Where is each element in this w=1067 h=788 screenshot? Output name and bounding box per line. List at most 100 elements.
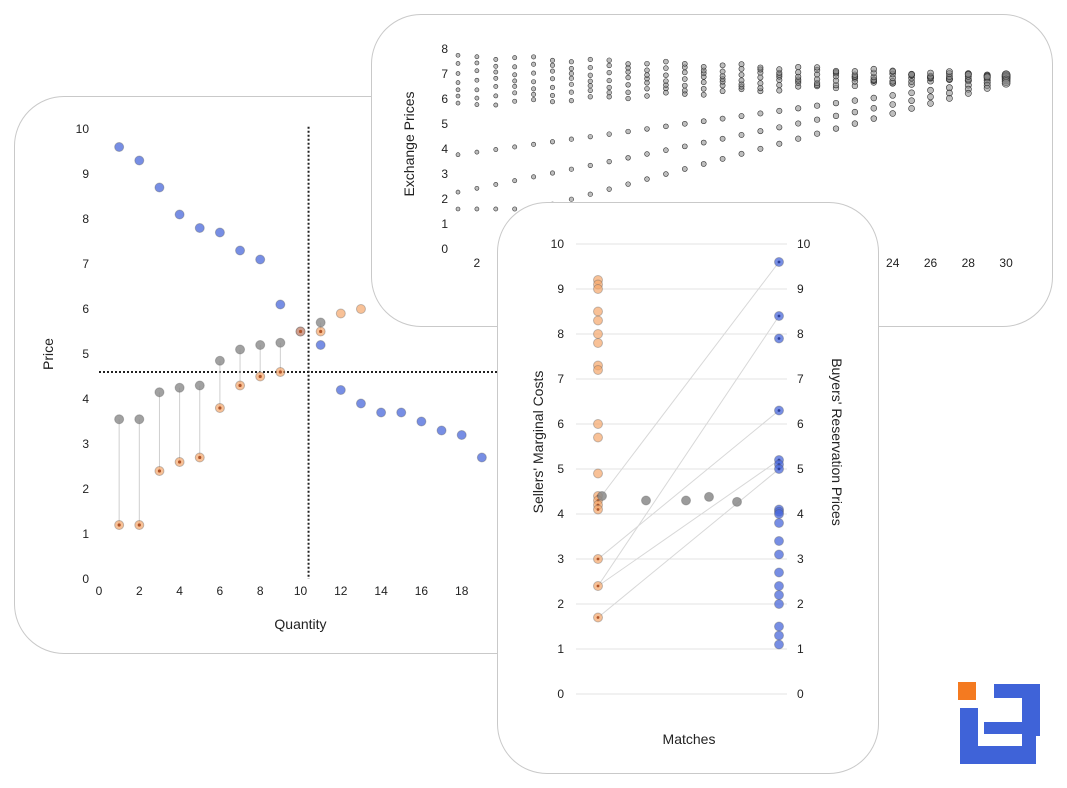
exchange-price-dot [568, 65, 574, 72]
left-tick-label: 9 [557, 282, 564, 296]
x-axis-title: Quantity [274, 616, 326, 632]
exchange-price-dot [682, 69, 688, 76]
y-tick-label: 3 [441, 167, 448, 181]
exchange-price-dot [908, 105, 915, 112]
exchange-price-dot [474, 77, 480, 83]
exchange-price-dot [795, 64, 802, 71]
exchange-price-dot [983, 84, 991, 92]
exchange-price-point [275, 337, 286, 348]
buyer-price-point [774, 549, 784, 560]
exchange-price-dot [512, 64, 518, 70]
y-tick-label: 8 [441, 42, 448, 56]
right-tick-label: 8 [797, 327, 804, 341]
logo-mark [960, 682, 1040, 764]
exchange-price-dot [644, 60, 650, 67]
x-tick-label: 6 [217, 584, 224, 598]
y-tick-label: 7 [441, 67, 448, 81]
exchange-price-dot [889, 67, 896, 75]
seller-cost-center [596, 508, 600, 511]
exchange-price-dot [889, 101, 896, 108]
x-tick-label: 30 [999, 256, 1013, 270]
exchange-price-dot [644, 176, 650, 182]
buyer-price-point [774, 567, 784, 578]
buyer-price-point [774, 518, 784, 528]
y-tick-label: 1 [82, 527, 89, 541]
exchange-price-dot [455, 152, 461, 157]
exchange-price-dot [512, 72, 518, 78]
exchange-price-dot [606, 77, 612, 84]
seller-point-center [117, 523, 121, 527]
y-tick-label: 4 [441, 142, 448, 156]
seller-cost-point [593, 329, 603, 339]
y-tick-label: 8 [82, 212, 89, 226]
exchange-price-dot [512, 206, 518, 212]
exchange-price-dot [832, 67, 840, 75]
right-tick-label: 3 [797, 552, 804, 566]
exchange-price-dot [455, 206, 461, 212]
buyer-price-point [774, 621, 784, 632]
exchange-price-point [174, 382, 185, 393]
seller-point-center [319, 329, 323, 334]
exchange-price-dot [549, 170, 556, 176]
exchange-price-dot [663, 123, 669, 130]
buyer-point [275, 299, 286, 310]
exchange-price-dot [832, 100, 840, 107]
buyer-price-point [774, 536, 784, 546]
seller-point-center [178, 460, 182, 464]
exchange-price-dot [719, 68, 726, 75]
exchange-price-dot [549, 57, 556, 63]
exchange-price-dot [738, 150, 745, 157]
left-tick-label: 1 [557, 642, 564, 656]
exchange-price-point [114, 414, 125, 425]
exchange-price-dot [625, 95, 631, 102]
exchange-price-dot [851, 120, 859, 127]
exchange-price-dot [776, 140, 783, 147]
seller-cost-point [593, 315, 603, 326]
exchange-price-dot [814, 64, 821, 71]
exchange-price-dot [776, 82, 783, 89]
exchange-price-dot [644, 72, 650, 78]
exchange-price-dot [493, 84, 499, 89]
exchange-price-dot [927, 86, 934, 94]
exchange-price-dot [568, 166, 574, 172]
buyer-price-center [777, 409, 781, 412]
exchange-price-dot [531, 54, 537, 60]
matches-chart-card: 0 0 1 1 2 2 3 3 4 4 5 5 6 6 7 7 8 8 9 9 10 10 Matches Sellers' … [497, 202, 879, 774]
exchange-price-dot [682, 87, 688, 94]
exchange-price-dot [606, 62, 612, 69]
exchange-price-dot [946, 95, 953, 102]
exchange-price-dot [644, 85, 650, 92]
exchange-price-dot [493, 75, 499, 81]
exchange-price-dot [474, 102, 480, 107]
y-tick-label: 3 [82, 437, 89, 451]
buyer-point [174, 209, 185, 220]
exchange-price-dot [644, 93, 650, 99]
seller-point-center [238, 383, 242, 388]
exchange-price-point [214, 355, 225, 366]
seller-cost-point [593, 432, 603, 443]
exchange-price-dot [795, 135, 802, 142]
exchange-price-dot [625, 89, 631, 96]
exchange-price-dot [606, 158, 612, 165]
y-axis-title: Exchange Prices [401, 91, 417, 196]
y-tick-label: 0 [441, 242, 448, 256]
y-tick-label: 6 [441, 92, 448, 106]
exchange-price-dot [625, 82, 631, 88]
exchange-price-dot [549, 92, 556, 99]
exchange-price-dot [606, 186, 612, 192]
seller-point-center [298, 329, 303, 334]
exchange-price-dot [568, 196, 574, 202]
brand-logo-icon [958, 682, 1040, 764]
left-tick-label: 7 [557, 372, 564, 386]
exchange-price-dot [493, 147, 499, 152]
match-price-point [641, 495, 651, 506]
exchange-price-dot [474, 185, 480, 191]
exchange-price-dot [757, 64, 764, 71]
exchange-price-dot [606, 131, 612, 137]
seller-point-center [278, 370, 282, 374]
exchange-price-dot [549, 139, 556, 145]
exchange-price-dot [606, 90, 612, 96]
match-price-point [704, 491, 714, 502]
left-tick-label: 6 [557, 417, 564, 431]
exchange-price-dot [531, 79, 537, 85]
